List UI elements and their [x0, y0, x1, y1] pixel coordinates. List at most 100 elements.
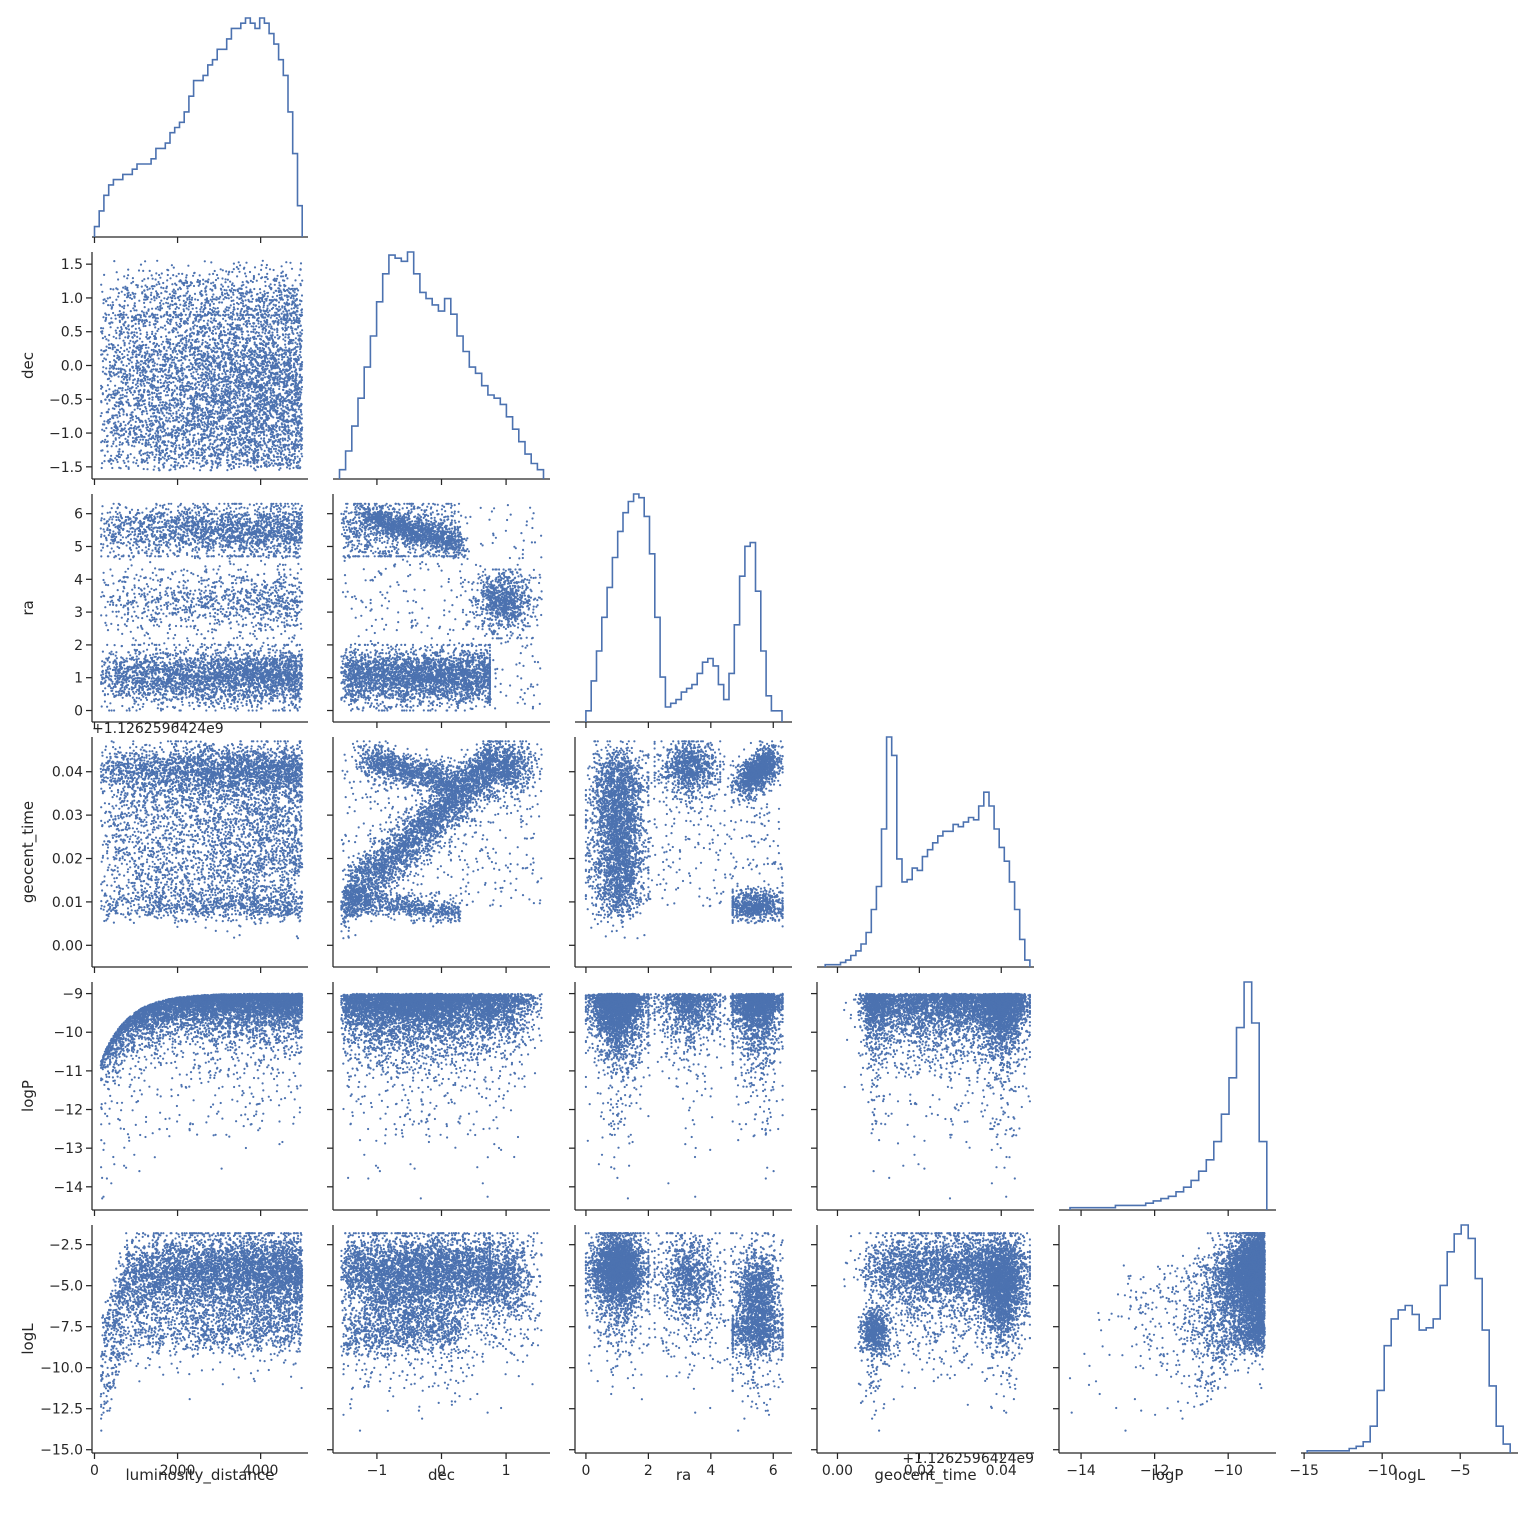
panel-logP-vs-luminosity_distance: −14 −13 −12 −11 −10 −9 — [53, 982, 308, 1216]
x-axis-label-dec: dec — [428, 1466, 455, 1484]
scatter-points — [585, 1232, 784, 1432]
scatter-points — [100, 993, 304, 1200]
y-axis-label-geocent_time: geocent_time — [19, 801, 38, 903]
panel-logP-vs-geocent_time — [811, 982, 1034, 1216]
histogram-ra — [586, 494, 782, 722]
y-tick-label: −12.5 — [40, 1402, 83, 1418]
y-tick-label: 0 — [74, 704, 83, 720]
y-tick-label: 0.01 — [52, 895, 83, 911]
x-offset-text: +1.1262596424e9 — [902, 1451, 1034, 1467]
panel-logL-vs-ra: 0 2 4 6 — [569, 1225, 792, 1479]
y-tick-label: 2 — [74, 638, 83, 654]
y-tick-label: 0.02 — [52, 852, 83, 868]
y-tick-label: −10 — [53, 1025, 83, 1041]
y-axis-label-ra: ra — [19, 600, 37, 615]
x-tick-label: −10 — [1213, 1463, 1243, 1479]
scatter-points — [585, 740, 784, 939]
panel-logP-vs-logP — [1059, 982, 1276, 1216]
y-tick-label: 4 — [74, 572, 83, 588]
scatter-points — [100, 503, 304, 712]
scatter-points — [843, 993, 1031, 1200]
x-tick-label: −10 — [1367, 1463, 1397, 1479]
scatter-points — [340, 740, 542, 939]
panel-geocent_time-vs-luminosity_distance: 0.00 0.01 0.02 0.03 0.04 — [52, 737, 308, 973]
panel-logL-vs-geocent_time: 0.00 0.02 0.04 — [811, 1225, 1034, 1479]
scatter-points — [340, 503, 542, 712]
scatter-points — [100, 740, 304, 939]
panel-geocent_time-vs-ra — [569, 737, 792, 973]
panel-logL-vs-logL: −15 −10 −5 — [1289, 1225, 1518, 1479]
panel-logL-vs-dec: −1 0 1 — [327, 1225, 550, 1479]
y-tick-label: −5.0 — [49, 1279, 83, 1295]
y-tick-label: −9 — [62, 987, 83, 1003]
x-tick-label: 1 — [502, 1463, 511, 1479]
x-tick-label: 6 — [769, 1463, 778, 1479]
y-tick-label: −1.0 — [49, 426, 83, 442]
y-tick-label: −13 — [53, 1141, 83, 1157]
y-tick-label: −15.0 — [40, 1443, 83, 1459]
x-tick-label: −14 — [1066, 1463, 1096, 1479]
scatter-points — [1069, 1232, 1266, 1432]
scatter-points — [340, 993, 542, 1200]
y-tick-label: 1.0 — [61, 291, 83, 307]
panel-ra-vs-ra — [575, 494, 792, 728]
y-axis-label-logL: logL — [19, 1323, 37, 1355]
x-axis-label-luminosity_distance: luminosity_distance — [126, 1466, 275, 1485]
histogram-luminosity_distance — [95, 18, 303, 237]
y-axis-label-logP: logP — [19, 1080, 37, 1112]
y-tick-label: 0.00 — [52, 938, 83, 954]
y-tick-label: 0.04 — [52, 765, 83, 781]
panel-logP-vs-ra — [569, 982, 792, 1216]
histogram-logL — [1307, 1225, 1510, 1453]
y-tick-label: 1 — [74, 671, 83, 687]
y-tick-label: 3 — [74, 605, 83, 621]
scatter-points — [585, 993, 784, 1200]
panel-ra-vs-luminosity_distance: 0 1 2 3 4 5 6 — [74, 494, 308, 728]
y-tick-label: 6 — [74, 507, 83, 523]
histogram-dec — [340, 252, 544, 479]
x-tick-label: −1 — [367, 1463, 388, 1479]
y-tick-label: −1.5 — [49, 460, 83, 476]
histogram-logP — [1070, 982, 1267, 1210]
y-tick-label: 5 — [74, 539, 83, 555]
y-tick-label: −2.5 — [49, 1238, 83, 1254]
y-offset-text: +1.1262596424e9 — [92, 721, 224, 737]
scatter-points — [100, 260, 304, 472]
x-tick-label: 0 — [90, 1463, 99, 1479]
scatter-points — [100, 1232, 304, 1432]
y-tick-label: −10.0 — [40, 1361, 83, 1377]
y-tick-label: 0.03 — [52, 808, 83, 824]
panel-logP-vs-dec — [327, 982, 550, 1216]
x-tick-label: 4 — [706, 1463, 715, 1479]
x-tick-label: −5 — [1450, 1463, 1471, 1479]
y-tick-label: −7.5 — [49, 1320, 83, 1336]
x-tick-label: 0.00 — [822, 1463, 853, 1479]
x-axis-label-ra: ra — [676, 1466, 691, 1484]
x-axis-label-logL: logL — [1394, 1466, 1426, 1484]
panel-luminosity_distance-vs-luminosity_distance — [92, 18, 308, 243]
y-tick-label: −12 — [53, 1103, 83, 1119]
panel-dec-vs-dec — [333, 252, 550, 485]
panel-ra-vs-dec — [327, 494, 550, 728]
x-axis-label-logP: logP — [1152, 1466, 1184, 1484]
y-tick-label: 1.5 — [61, 257, 83, 273]
scatter-points — [340, 1232, 542, 1432]
y-tick-label: −14 — [53, 1180, 83, 1196]
y-tick-label: 0.0 — [61, 359, 83, 375]
y-axis-label-dec: dec — [19, 352, 37, 379]
y-tick-label: −11 — [53, 1064, 83, 1080]
scatter-points — [843, 1232, 1031, 1432]
y-tick-label: −0.5 — [49, 392, 83, 408]
panel-geocent_time-vs-dec — [327, 737, 550, 973]
x-tick-label: −15 — [1289, 1463, 1319, 1479]
x-tick-label: 0 — [581, 1463, 590, 1479]
histogram-geocent_time — [825, 737, 1030, 967]
x-tick-label: 2 — [644, 1463, 653, 1479]
panel-dec-vs-luminosity_distance: −1.5 −1.0 −0.5 0.0 0.5 1.0 1.5 — [49, 252, 308, 485]
panel-logL-vs-luminosity_distance: 0 2000 4000−15.0−12.5−10.0−7.5−5.0−2.5 — [40, 1225, 308, 1479]
panel-geocent_time-vs-geocent_time — [817, 737, 1034, 973]
y-tick-label: 0.5 — [61, 325, 83, 341]
x-axis-label-geocent_time: geocent_time — [874, 1466, 976, 1485]
panel-logL-vs-logP: −14 −12 −10 — [1053, 1225, 1276, 1479]
